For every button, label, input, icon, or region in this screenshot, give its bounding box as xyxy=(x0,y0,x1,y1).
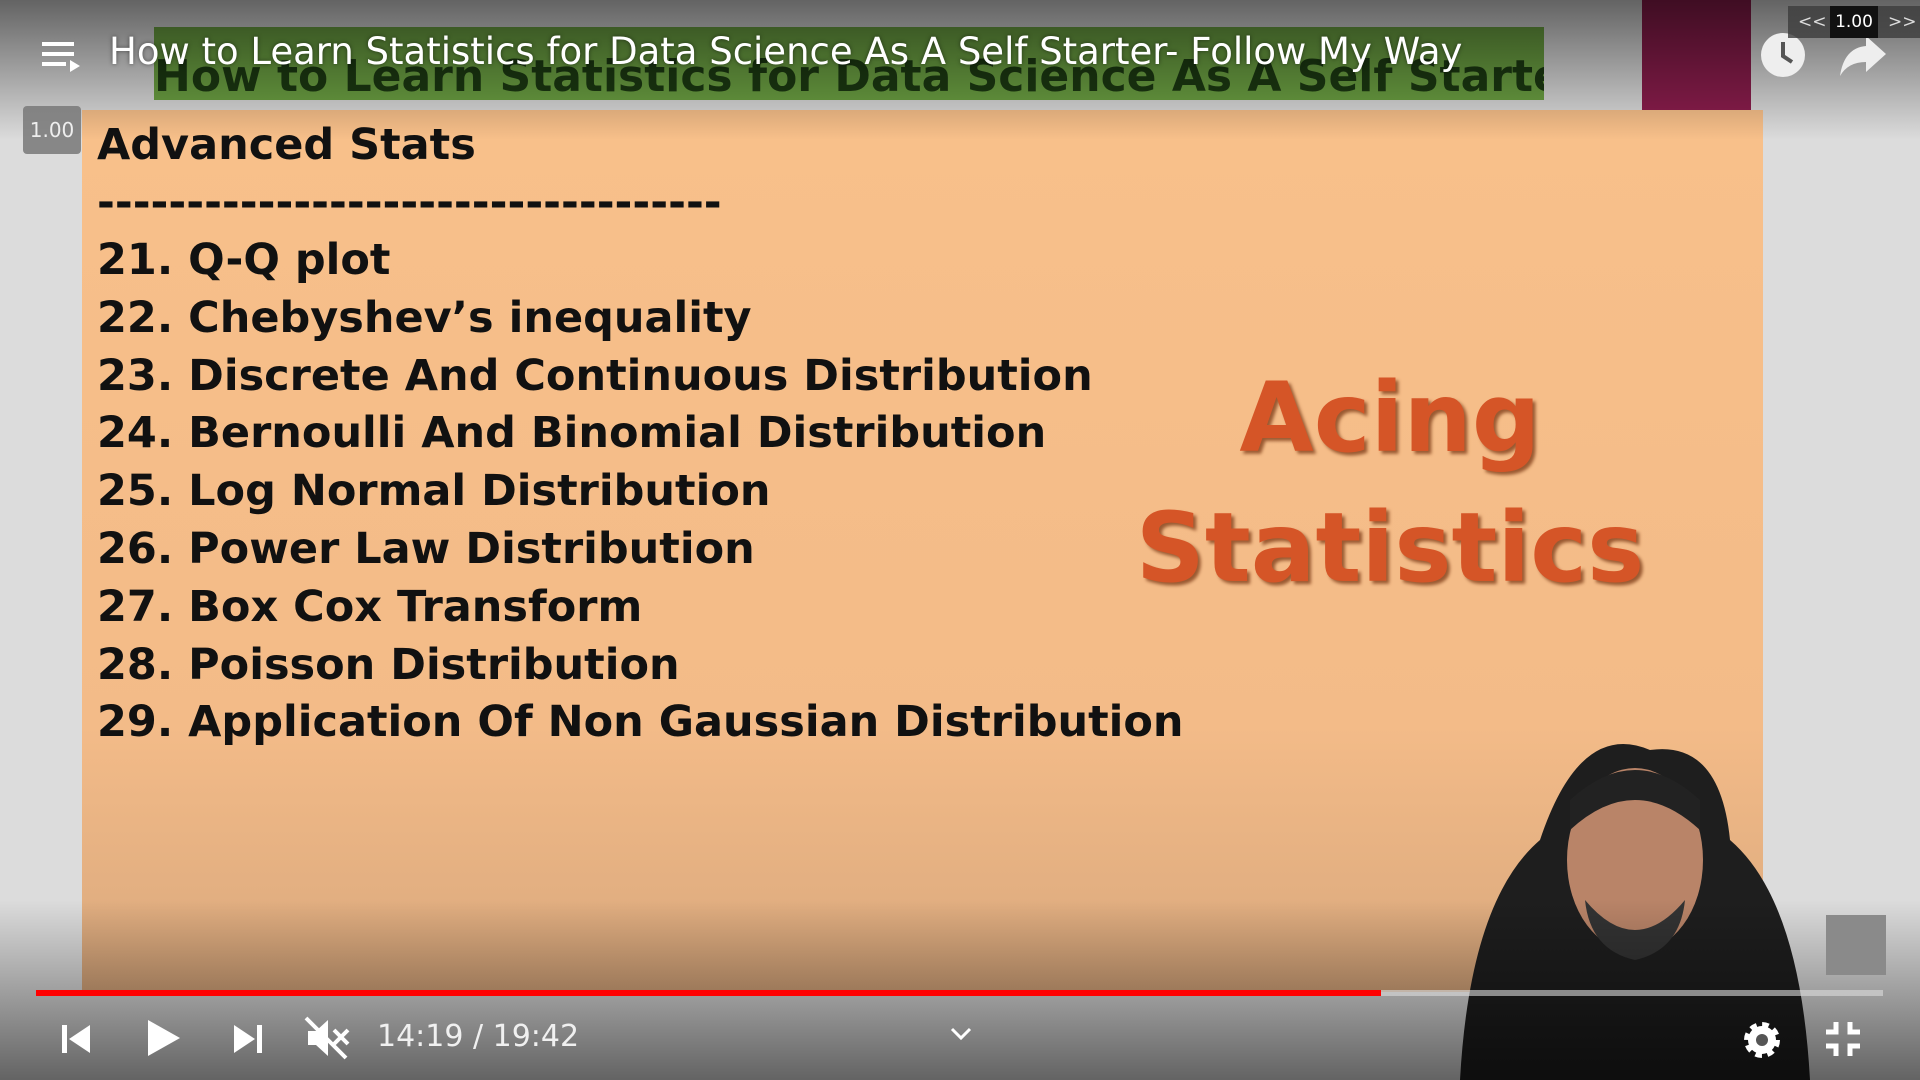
channel-avatar[interactable] xyxy=(1826,915,1886,975)
speed-control: << 1.00 >> xyxy=(1788,6,1920,38)
logo-line: Acing xyxy=(1239,362,1541,474)
time-display: 14:19 / 19:42 xyxy=(377,1019,580,1054)
speed-badge: 1.00 xyxy=(23,106,81,154)
slide-list-item: 24. Bernoulli And Binomial Distribution xyxy=(97,408,1047,459)
watch-later-button[interactable] xyxy=(1760,32,1806,78)
next-button[interactable] xyxy=(230,1022,264,1056)
progress-played xyxy=(36,990,1381,996)
play-button[interactable] xyxy=(144,1018,182,1058)
slide-list-item: 21. Q-Q plot xyxy=(97,235,391,285)
slide-list-item: 29. Application Of Non Gaussian Distribu… xyxy=(97,697,1184,748)
slide-list-item: 25. Log Normal Distribution xyxy=(97,466,771,517)
slide-list-item: 28. Poisson Distribution xyxy=(97,639,680,690)
slide-divider: ----------------------------------- xyxy=(97,178,722,228)
video-title[interactable]: How to Learn Statistics for Data Science… xyxy=(109,30,1463,73)
previous-button[interactable] xyxy=(60,1022,94,1056)
exit-fullscreen-button[interactable] xyxy=(1824,1020,1862,1058)
share-button[interactable] xyxy=(1838,34,1888,78)
faster-button[interactable]: >> xyxy=(1888,12,1917,32)
expand-button[interactable] xyxy=(950,1027,972,1041)
top-shade xyxy=(0,0,1920,140)
slide-list-item: 22. Chebyshev’s inequality xyxy=(97,292,752,343)
logo-line: Statistics xyxy=(1135,492,1645,604)
speed-value: 1.00 xyxy=(1830,6,1878,38)
mute-button[interactable] xyxy=(304,1016,350,1060)
slide-list-item: 27. Box Cox Transform xyxy=(97,581,643,632)
slower-button[interactable]: << xyxy=(1798,12,1827,32)
settings-button[interactable] xyxy=(1742,1020,1782,1060)
slide xyxy=(82,110,1763,992)
progress-bar[interactable] xyxy=(36,990,1883,996)
slide-list-item: 26. Power Law Distribution xyxy=(97,524,755,574)
slide-list-item: 23. Discrete And Continuous Distribution xyxy=(97,350,1093,401)
playlist-button[interactable] xyxy=(40,38,80,78)
